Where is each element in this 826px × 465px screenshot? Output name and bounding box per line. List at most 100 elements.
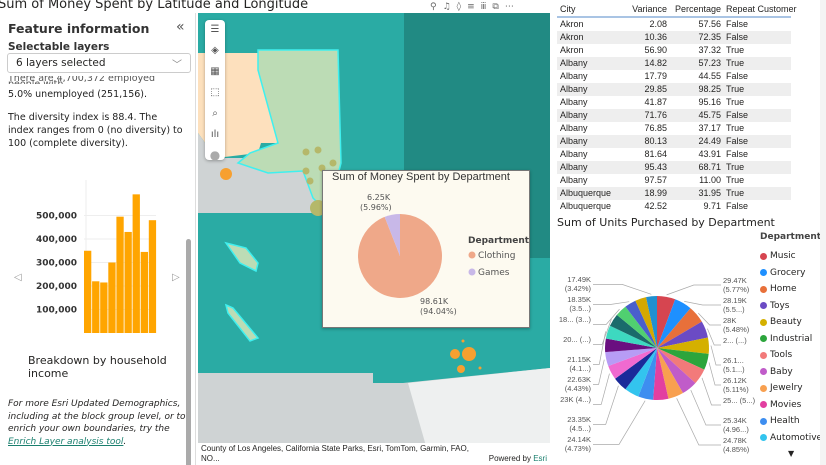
pie-slice[interactable]: [657, 348, 696, 394]
pie-slice[interactable]: [638, 348, 657, 400]
pie-slice[interactable]: [657, 348, 705, 384]
legend-item[interactable]: Tools: [760, 347, 822, 364]
histogram-bar[interactable]: [92, 281, 100, 333]
panel-scrollbar[interactable]: [186, 239, 191, 465]
more-options-icon[interactable]: ⋯: [504, 2, 514, 12]
pie-slice[interactable]: [605, 325, 657, 348]
legend-item[interactable]: Music: [760, 248, 822, 265]
pie-slice[interactable]: [605, 338, 657, 353]
legend-item[interactable]: Movies: [760, 397, 822, 414]
histogram-bar[interactable]: [132, 194, 140, 333]
table-row[interactable]: Albany 97.57 11.00 True: [557, 174, 791, 187]
pie-slice[interactable]: [657, 348, 683, 399]
analytics-icon[interactable]: ılı: [210, 129, 220, 140]
col-variance[interactable]: Variance: [632, 4, 667, 14]
legend-item[interactable]: Industrial: [760, 331, 822, 348]
legend-item[interactable]: Beauty: [760, 314, 822, 331]
pie-slice[interactable]: [605, 348, 657, 367]
filter-icon[interactable]: ≡: [467, 2, 475, 12]
table-cell: False: [726, 71, 749, 81]
legend-item[interactable]: Automotive: [760, 430, 822, 447]
legend-item[interactable]: Baby: [760, 364, 822, 381]
pie-slice[interactable]: [625, 300, 657, 348]
table-row[interactable]: Albany 81.64 43.91 False: [557, 148, 791, 161]
bell-icon[interactable]: ♫: [442, 2, 451, 12]
data-label: 26.1... (5.1...): [723, 356, 745, 375]
previous-arrow-icon[interactable]: ◁: [14, 272, 22, 283]
layers-dropdown[interactable]: 6 layers selected ﹀: [7, 53, 191, 73]
select-rectangle-icon[interactable]: ⬚: [210, 87, 220, 98]
histogram-bar[interactable]: [84, 250, 92, 333]
table-row[interactable]: Akron 10.36 72.35 False: [557, 31, 791, 44]
table-row[interactable]: Akron 2.08 57.56 False: [557, 18, 791, 31]
legend-item[interactable]: Home: [760, 281, 822, 298]
table-cell: True: [726, 162, 745, 172]
next-arrow-icon[interactable]: ▷: [172, 272, 180, 283]
table-row[interactable]: Akron 56.90 37.32 True: [557, 44, 791, 57]
pie-slice[interactable]: [657, 308, 702, 348]
table-row[interactable]: Albany 29.85 98.25 True: [557, 83, 791, 96]
selectable-layers-label: Selectable layers: [8, 41, 110, 53]
pie-slice[interactable]: [608, 348, 657, 379]
pie-slice[interactable]: [657, 337, 709, 354]
menu-icon[interactable]: ☰: [210, 24, 220, 35]
histogram-bar[interactable]: [108, 262, 116, 334]
pie-slice[interactable]: [635, 297, 657, 348]
focus-mode-icon[interactable]: ⧉: [492, 2, 499, 12]
table-row[interactable]: Albany 17.79 44.55 False: [557, 70, 791, 83]
table-row[interactable]: Albany 76.85 37.17 True: [557, 122, 791, 135]
col-repeat[interactable]: Repeat Customer: [726, 4, 797, 14]
legend-label[interactable]: Clothing: [478, 251, 515, 261]
legend-item[interactable]: Toys: [760, 298, 822, 315]
page-scrollbar[interactable]: [820, 0, 826, 465]
pie-slice[interactable]: [625, 348, 657, 397]
double-chevron-left-icon[interactable]: «: [176, 19, 185, 35]
histogram-bar[interactable]: [140, 251, 148, 333]
chart-format-icon[interactable]: ⅲ: [480, 2, 487, 12]
histogram-bar[interactable]: [124, 231, 132, 333]
pin-icon[interactable]: ⚲: [430, 2, 437, 12]
table-row[interactable]: Albany 14.82 57.23 True: [557, 57, 791, 70]
pie-slice[interactable]: [616, 306, 657, 348]
legend-item[interactable]: Grocery: [760, 265, 822, 282]
pie-slice-games[interactable]: [384, 214, 400, 256]
col-percentage[interactable]: Percentage: [674, 4, 721, 14]
legend-item[interactable]: Jewelry: [760, 380, 822, 397]
histogram-bar[interactable]: [148, 220, 157, 333]
basemap-grid-icon[interactable]: ▦: [210, 66, 220, 77]
income-histogram: 100,000 200,000 300,000 400,000 500,000: [36, 180, 157, 334]
pie-slice[interactable]: [657, 299, 691, 348]
pie-slice[interactable]: [657, 296, 676, 348]
histogram-bar[interactable]: [100, 282, 108, 333]
pie-slice[interactable]: [657, 321, 708, 348]
esri-link[interactable]: Esri: [533, 454, 547, 463]
table-row[interactable]: Albany 41.87 95.16 True: [557, 96, 791, 109]
table-cell: 24.49: [698, 136, 721, 146]
table-row[interactable]: Albuquerque 18.99 31.95 True: [557, 187, 791, 200]
data-label: 6.25K: [367, 193, 391, 202]
legend-item[interactable]: Health: [760, 413, 822, 430]
table-cell: Albany: [560, 175, 588, 185]
person-icon[interactable]: ●: [209, 148, 221, 162]
pie-slice[interactable]: [657, 348, 709, 370]
legend-label[interactable]: Games: [478, 268, 510, 278]
legend-dot: [760, 302, 767, 310]
leader-line: [701, 377, 721, 406]
enrich-layer-link[interactable]: Enrich Layer analysis tool: [8, 436, 124, 447]
layers-icon[interactable]: ◈: [211, 45, 219, 56]
search-icon[interactable]: ⌕: [212, 108, 218, 119]
histogram-bar[interactable]: [116, 216, 124, 333]
pie-slice[interactable]: [615, 348, 657, 390]
pie-slice[interactable]: [653, 348, 669, 400]
table-row[interactable]: Albany 80.13 24.49 False: [557, 135, 791, 148]
table-cell: 18.99: [644, 188, 667, 198]
table-cell: Albany: [560, 58, 588, 68]
table-row[interactable]: Albany 71.76 45.75 False: [557, 109, 791, 122]
col-city[interactable]: City: [560, 4, 576, 14]
table-row[interactable]: Albany 95.43 68.71 True: [557, 161, 791, 174]
legend-scroll-down-icon[interactable]: ▼: [788, 449, 795, 458]
drop-icon[interactable]: ◊: [456, 2, 462, 12]
pie-slice[interactable]: [646, 296, 657, 348]
pie-slice[interactable]: [609, 314, 657, 348]
table-row[interactable]: Albuquerque 42.52 9.71 False: [557, 200, 791, 213]
